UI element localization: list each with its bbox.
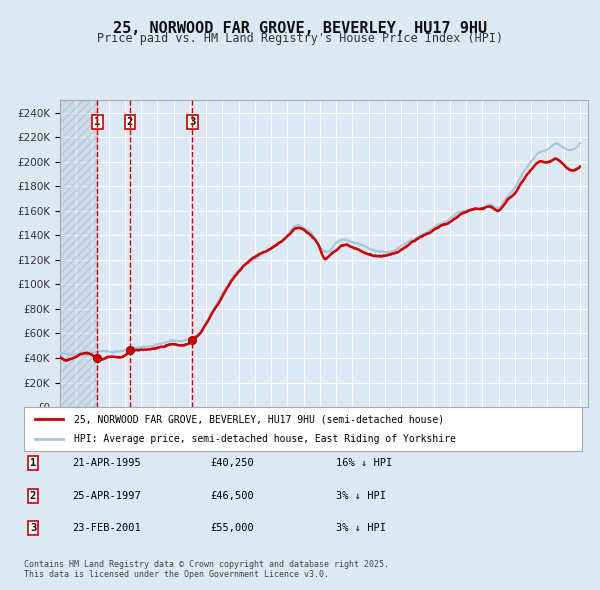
Text: 25, NORWOOD FAR GROVE, BEVERLEY, HU17 9HU (semi-detached house): 25, NORWOOD FAR GROVE, BEVERLEY, HU17 9H… <box>74 414 445 424</box>
Text: 3: 3 <box>30 523 36 533</box>
Text: £40,250: £40,250 <box>210 458 254 468</box>
Text: £55,000: £55,000 <box>210 523 254 533</box>
Text: Contains HM Land Registry data © Crown copyright and database right 2025.
This d: Contains HM Land Registry data © Crown c… <box>24 560 389 579</box>
Text: 3: 3 <box>189 117 196 127</box>
Text: 1: 1 <box>94 117 100 127</box>
Text: £46,500: £46,500 <box>210 491 254 500</box>
Text: HPI: Average price, semi-detached house, East Riding of Yorkshire: HPI: Average price, semi-detached house,… <box>74 434 456 444</box>
Bar <box>60 100 97 407</box>
Text: 3% ↓ HPI: 3% ↓ HPI <box>336 491 386 500</box>
Text: Price paid vs. HM Land Registry's House Price Index (HPI): Price paid vs. HM Land Registry's House … <box>97 32 503 45</box>
Text: 2: 2 <box>30 491 36 500</box>
Text: 23-FEB-2001: 23-FEB-2001 <box>72 523 141 533</box>
Text: 25, NORWOOD FAR GROVE, BEVERLEY, HU17 9HU: 25, NORWOOD FAR GROVE, BEVERLEY, HU17 9H… <box>113 21 487 35</box>
Text: 25-APR-1997: 25-APR-1997 <box>72 491 141 500</box>
Text: 16% ↓ HPI: 16% ↓ HPI <box>336 458 392 468</box>
Text: 1: 1 <box>30 458 36 468</box>
Text: 3% ↓ HPI: 3% ↓ HPI <box>336 523 386 533</box>
Text: 21-APR-1995: 21-APR-1995 <box>72 458 141 468</box>
Text: 2: 2 <box>127 117 133 127</box>
